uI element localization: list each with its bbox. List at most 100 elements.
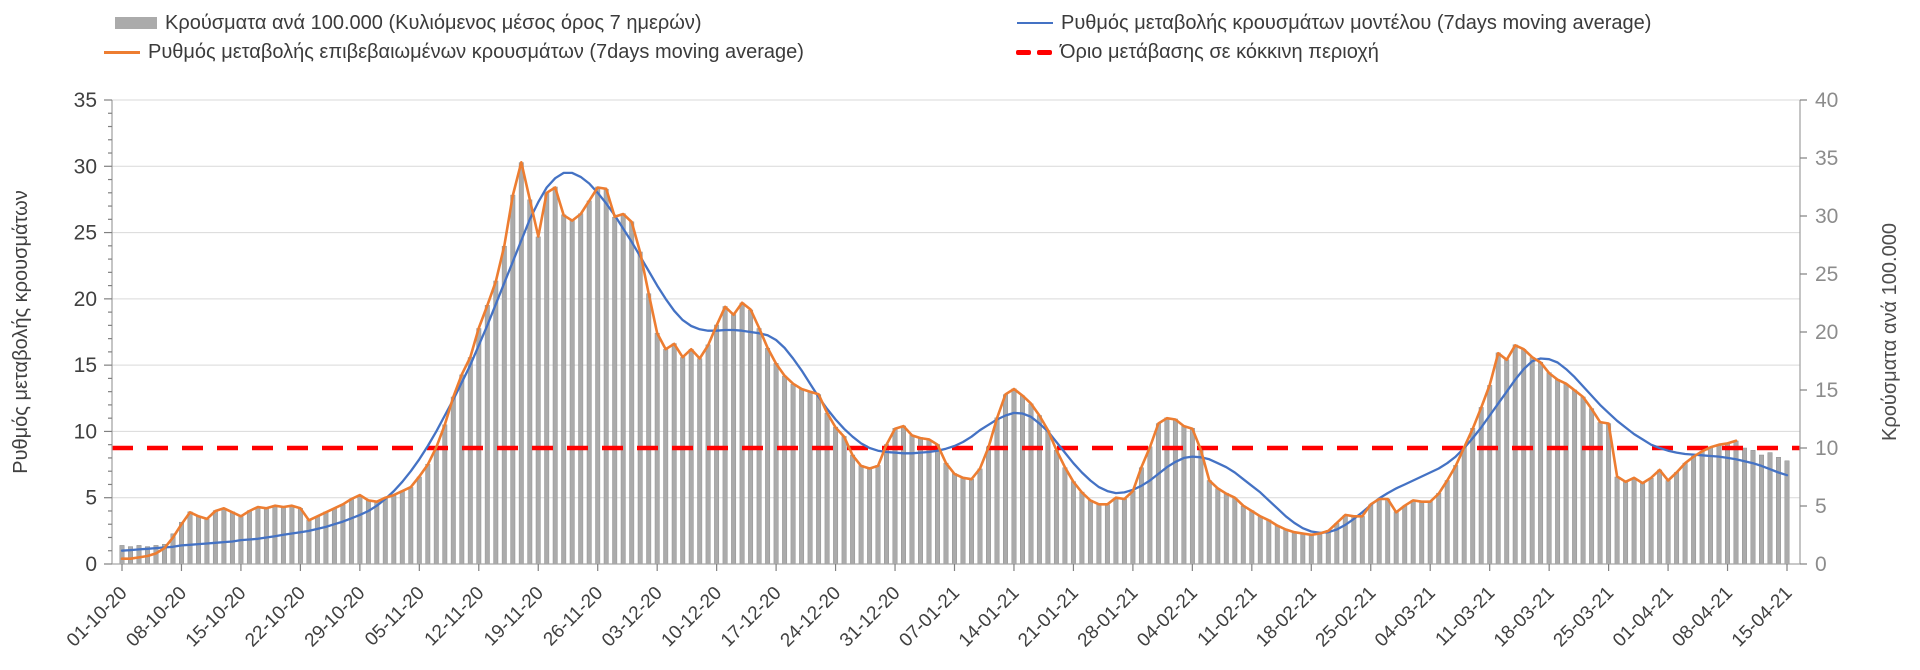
x-axis-label: 28-01-21	[1074, 583, 1143, 652]
bar	[1691, 455, 1697, 565]
bar	[1257, 516, 1263, 565]
x-axis-label: 22-10-20	[241, 583, 310, 652]
bar	[1640, 482, 1646, 565]
x-axis-label: 26-11-20	[540, 583, 608, 651]
bar	[1614, 476, 1620, 565]
bar	[1597, 422, 1603, 565]
bar	[510, 194, 516, 565]
right-axis-tick-label: 35	[1815, 147, 1838, 170]
bar	[212, 510, 218, 565]
model-line	[120, 171, 1789, 552]
legend-label: Ρυθμός μεταβολής επιβεβαιωμένων κρουσμάτ…	[148, 40, 804, 63]
bar	[1359, 516, 1365, 565]
bar	[221, 508, 227, 565]
bar	[1444, 480, 1450, 565]
bar	[518, 162, 524, 565]
left-axis-tick-label: 10	[74, 420, 97, 443]
x-axis-label: 08-04-21	[1668, 583, 1737, 652]
bar	[1529, 357, 1535, 565]
bar	[824, 412, 830, 565]
bar	[578, 213, 584, 565]
bar	[1232, 497, 1238, 565]
bar	[1147, 446, 1153, 565]
bar	[1045, 430, 1051, 565]
bar	[1580, 396, 1586, 565]
left-axis-tick-label: 35	[74, 89, 97, 112]
x-axis-label: 19-11-20	[480, 583, 548, 651]
bar	[501, 245, 507, 565]
bar	[1453, 465, 1459, 565]
bar	[1436, 492, 1442, 565]
legend-item-confirmed-rate: Ρυθμός μεταβολής επιβεβαιωμένων κρουσμάτ…	[104, 39, 804, 65]
bar	[646, 293, 652, 565]
right-axis-tick-label: 5	[1815, 495, 1827, 518]
x-axis-label: 12-11-20	[421, 583, 489, 651]
axis-tick-labels: 05101520253035051015202530354001-10-2008…	[63, 89, 1838, 651]
red-dashed-swatch-icon	[1016, 49, 1052, 55]
bar	[1223, 492, 1229, 565]
bar	[314, 516, 320, 565]
bar	[1385, 498, 1391, 565]
bar	[1657, 469, 1663, 565]
left-axis-title: Ρυθμός μεταβολής κρουσμάτων	[10, 190, 32, 474]
x-axis-label: 10-12-20	[658, 583, 727, 652]
bar	[246, 510, 252, 565]
bar	[1742, 447, 1747, 565]
bar	[1130, 490, 1136, 565]
bar	[1121, 498, 1127, 565]
x-axis-label: 31-12-20	[836, 583, 905, 652]
bar	[841, 436, 847, 565]
bar	[1036, 415, 1042, 565]
bar	[1461, 446, 1467, 565]
legend-label: Όριο μετάβασης σε κόκκινη περιοχή	[1060, 40, 1379, 63]
bar	[1572, 389, 1578, 565]
right-axis-tick-label: 0	[1815, 553, 1827, 576]
bar	[1716, 444, 1722, 565]
bar	[544, 192, 550, 565]
bar	[527, 199, 533, 565]
legend-item-cases-per-100k: Κρούσματα ανά 100.000 (Κυλιόμενος μέσος …	[115, 10, 702, 36]
bar	[1725, 443, 1730, 565]
bar	[1053, 450, 1059, 565]
bar	[374, 501, 380, 565]
bar	[459, 374, 465, 565]
bar	[1368, 504, 1374, 565]
bar	[425, 463, 431, 565]
bar	[977, 468, 983, 565]
left-axis-tick-label: 5	[85, 487, 97, 510]
bar	[467, 357, 473, 565]
bar	[773, 363, 779, 565]
bar	[297, 508, 303, 565]
gridlines	[112, 99, 1800, 499]
bar	[229, 511, 235, 565]
bar	[807, 390, 813, 565]
right-axis-tick-label: 20	[1815, 321, 1838, 344]
bar	[697, 358, 703, 565]
bar	[1606, 423, 1612, 565]
x-axis-label: 11-02-21	[1194, 583, 1262, 651]
orange-line-swatch-icon	[104, 50, 140, 54]
bar	[1393, 511, 1399, 565]
bar	[399, 490, 405, 565]
bar	[714, 324, 720, 565]
bar	[552, 186, 558, 565]
bar	[391, 495, 397, 565]
confirmed-line	[120, 161, 1738, 561]
bar	[289, 505, 295, 565]
bar	[484, 305, 490, 565]
bar	[1427, 501, 1433, 565]
bar	[1555, 379, 1561, 565]
x-axis-label: 11-03-21	[1432, 583, 1500, 651]
legend-label: Κρούσματα ανά 100.000 (Κυλιόμενος μέσος …	[165, 11, 702, 34]
x-axis-label: 07-01-21	[895, 583, 964, 652]
bars-series	[119, 162, 1790, 565]
bar	[1750, 450, 1756, 565]
bar	[586, 200, 592, 565]
bar	[858, 465, 864, 565]
bar	[790, 383, 796, 565]
bar	[357, 495, 363, 565]
bar-swatch-icon	[115, 17, 157, 29]
bar	[535, 236, 541, 565]
bar	[187, 511, 193, 565]
